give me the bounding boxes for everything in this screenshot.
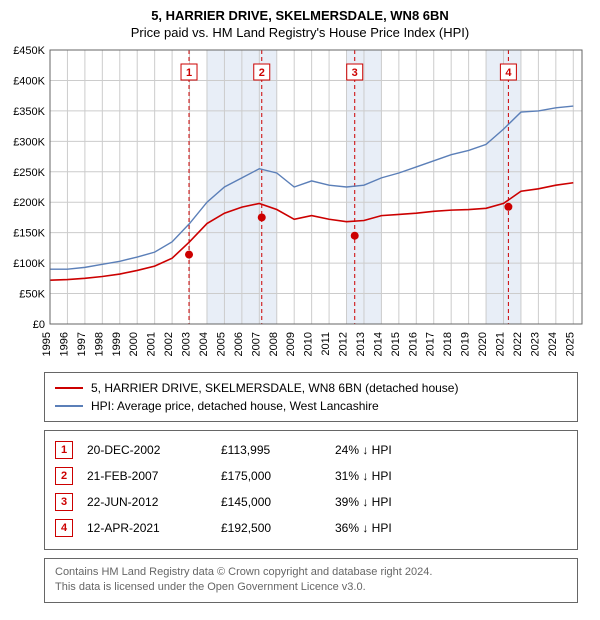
svg-text:2024: 2024	[547, 332, 559, 356]
svg-text:4: 4	[505, 67, 512, 79]
marker-badge: 2	[55, 467, 73, 485]
sale-vs-hpi: 31% ↓ HPI	[335, 469, 425, 483]
sales-table: 1 20-DEC-2002 £113,995 24% ↓ HPI 2 21-FE…	[44, 430, 578, 550]
svg-text:3: 3	[352, 67, 358, 79]
svg-text:2017: 2017	[425, 332, 437, 356]
svg-text:£350K: £350K	[13, 106, 45, 118]
svg-text:2023: 2023	[529, 332, 541, 356]
svg-text:£200K: £200K	[13, 197, 45, 209]
svg-text:2021: 2021	[495, 332, 507, 356]
svg-text:1999: 1999	[111, 332, 123, 356]
table-row: 1 20-DEC-2002 £113,995 24% ↓ HPI	[55, 437, 567, 463]
legend-label: HPI: Average price, detached house, West…	[91, 399, 379, 413]
legend-item: HPI: Average price, detached house, West…	[55, 397, 567, 415]
legend-swatch	[55, 387, 83, 389]
page-subtitle: Price paid vs. HM Land Registry's House …	[0, 25, 600, 40]
svg-text:£50K: £50K	[19, 289, 45, 301]
credit-line: This data is licensed under the Open Gov…	[55, 580, 567, 595]
svg-text:2020: 2020	[477, 332, 489, 356]
sale-vs-hpi: 36% ↓ HPI	[335, 521, 425, 535]
svg-text:1995: 1995	[41, 332, 53, 356]
sale-date: 21-FEB-2007	[87, 469, 207, 483]
svg-text:£100K: £100K	[13, 258, 45, 270]
table-row: 4 12-APR-2021 £192,500 36% ↓ HPI	[55, 515, 567, 541]
svg-text:2001: 2001	[146, 332, 158, 356]
marker-badge: 4	[55, 519, 73, 537]
svg-text:2005: 2005	[215, 332, 227, 356]
svg-text:£400K: £400K	[13, 75, 45, 87]
svg-text:2009: 2009	[285, 332, 297, 356]
sale-price: £113,995	[221, 443, 321, 457]
svg-text:2025: 2025	[564, 332, 576, 356]
sale-date: 20-DEC-2002	[87, 443, 207, 457]
svg-text:1997: 1997	[76, 332, 88, 356]
marker-badge: 3	[55, 493, 73, 511]
svg-text:2008: 2008	[268, 332, 280, 356]
marker-badge: 1	[55, 441, 73, 459]
sale-vs-hpi: 39% ↓ HPI	[335, 495, 425, 509]
svg-text:£250K: £250K	[13, 167, 45, 179]
svg-text:2016: 2016	[407, 332, 419, 356]
svg-text:£150K: £150K	[13, 228, 45, 240]
legend-item: 5, HARRIER DRIVE, SKELMERSDALE, WN8 6BN …	[55, 379, 567, 397]
svg-text:1998: 1998	[93, 332, 105, 356]
svg-text:2015: 2015	[390, 332, 402, 356]
sale-date: 12-APR-2021	[87, 521, 207, 535]
svg-text:2011: 2011	[320, 332, 332, 356]
legend-label: 5, HARRIER DRIVE, SKELMERSDALE, WN8 6BN …	[91, 381, 458, 395]
svg-text:2006: 2006	[233, 332, 245, 356]
svg-text:2014: 2014	[372, 332, 384, 356]
credit: Contains HM Land Registry data © Crown c…	[44, 558, 578, 603]
svg-text:1996: 1996	[58, 332, 70, 356]
svg-text:2010: 2010	[303, 332, 315, 356]
svg-text:2: 2	[259, 67, 265, 79]
page-title: 5, HARRIER DRIVE, SKELMERSDALE, WN8 6BN	[0, 8, 600, 23]
svg-text:£300K: £300K	[13, 136, 45, 148]
svg-text:2013: 2013	[355, 332, 367, 356]
chart-container: 5, HARRIER DRIVE, SKELMERSDALE, WN8 6BN …	[0, 0, 600, 603]
svg-text:1: 1	[186, 67, 192, 79]
svg-text:2019: 2019	[460, 332, 472, 356]
svg-text:2000: 2000	[128, 332, 140, 356]
table-row: 2 21-FEB-2007 £175,000 31% ↓ HPI	[55, 463, 567, 489]
svg-text:2012: 2012	[338, 332, 350, 356]
svg-text:2004: 2004	[198, 332, 210, 356]
svg-text:£450K: £450K	[13, 45, 45, 57]
sale-vs-hpi: 24% ↓ HPI	[335, 443, 425, 457]
table-row: 3 22-JUN-2012 £145,000 39% ↓ HPI	[55, 489, 567, 515]
svg-text:2003: 2003	[181, 332, 193, 356]
sale-price: £192,500	[221, 521, 321, 535]
credit-line: Contains HM Land Registry data © Crown c…	[55, 565, 567, 580]
sale-price: £175,000	[221, 469, 321, 483]
sale-date: 22-JUN-2012	[87, 495, 207, 509]
svg-text:2018: 2018	[442, 332, 454, 356]
svg-text:£0: £0	[33, 319, 45, 331]
legend-swatch	[55, 405, 83, 407]
svg-text:2007: 2007	[250, 332, 262, 356]
chart: £0 £50K £100K £150K £200K £250K £300K £350K £400…	[0, 44, 600, 364]
line-chart-svg: £0 £50K £100K £150K £200K £250K £300K £350K £400…	[0, 44, 600, 364]
header: 5, HARRIER DRIVE, SKELMERSDALE, WN8 6BN …	[0, 0, 600, 44]
legend: 5, HARRIER DRIVE, SKELMERSDALE, WN8 6BN …	[44, 372, 578, 422]
svg-text:2002: 2002	[163, 332, 175, 356]
sale-price: £145,000	[221, 495, 321, 509]
svg-text:2022: 2022	[512, 332, 524, 356]
